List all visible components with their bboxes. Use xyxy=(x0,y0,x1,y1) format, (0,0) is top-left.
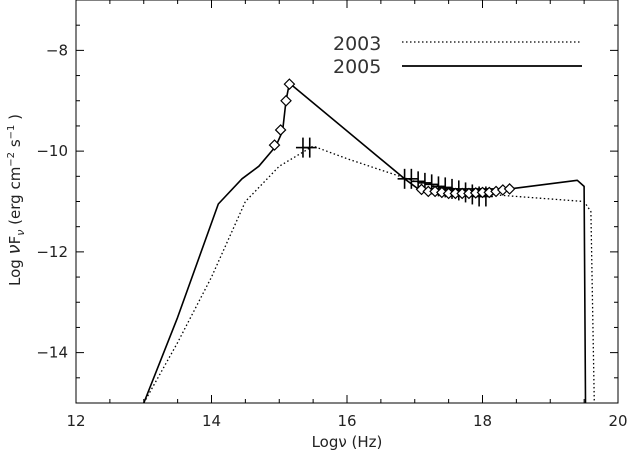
y-axis-title-cm-exp: −2 xyxy=(6,152,17,167)
series-lines xyxy=(143,82,595,404)
y-tick-label: −8 xyxy=(46,41,68,59)
marker-diamond-2005 xyxy=(280,94,292,107)
series-markers xyxy=(268,78,516,207)
y-axis-title-F: F xyxy=(6,236,24,245)
y-axis-title-s-exp: −1 xyxy=(6,125,17,140)
y-tick-label: −14 xyxy=(36,344,68,362)
marker-plus-2003 xyxy=(302,137,317,158)
y-axis-title-F-sub: ν xyxy=(14,230,27,236)
marker-diamond-2005 xyxy=(274,124,287,136)
x-tick-label: 16 xyxy=(337,412,356,430)
x-ticks: 12 14 16 18 20 xyxy=(66,0,628,430)
legend-label-2003: 2003 xyxy=(333,33,381,55)
y-axis-title-close: ) xyxy=(6,114,24,125)
marker-diamond-2005 xyxy=(283,78,296,90)
y-tick-label: −12 xyxy=(36,243,68,261)
series-line-2005 xyxy=(143,82,587,404)
x-tick-label: 14 xyxy=(202,412,221,430)
y-tick-label: −10 xyxy=(36,142,68,160)
x-tick-label: 12 xyxy=(66,412,85,430)
y-axis-title-prefix: Log xyxy=(6,254,24,286)
y-axis-title-units: (erg cm xyxy=(6,167,24,230)
x-axis-title: Logν (Hz) xyxy=(312,433,383,451)
y-axis-title-nu: ν xyxy=(4,244,25,254)
legend-label-2005: 2005 xyxy=(333,56,381,78)
y-axis-title: Log νFν (erg cm−2 s−1 ) xyxy=(4,114,27,286)
x-tick-label: 20 xyxy=(608,412,627,430)
marker-plus-2003 xyxy=(404,168,419,189)
legend: 2003 2005 xyxy=(333,33,582,78)
series-line-2003 xyxy=(143,145,595,404)
marker-diamond-2005 xyxy=(268,139,281,151)
x-tick-label: 18 xyxy=(473,412,492,430)
y-ticks: −8 −10 −12 −14 xyxy=(36,0,618,404)
marker-diamond-2005 xyxy=(503,183,516,195)
y-axis-title-s: s xyxy=(6,139,24,152)
